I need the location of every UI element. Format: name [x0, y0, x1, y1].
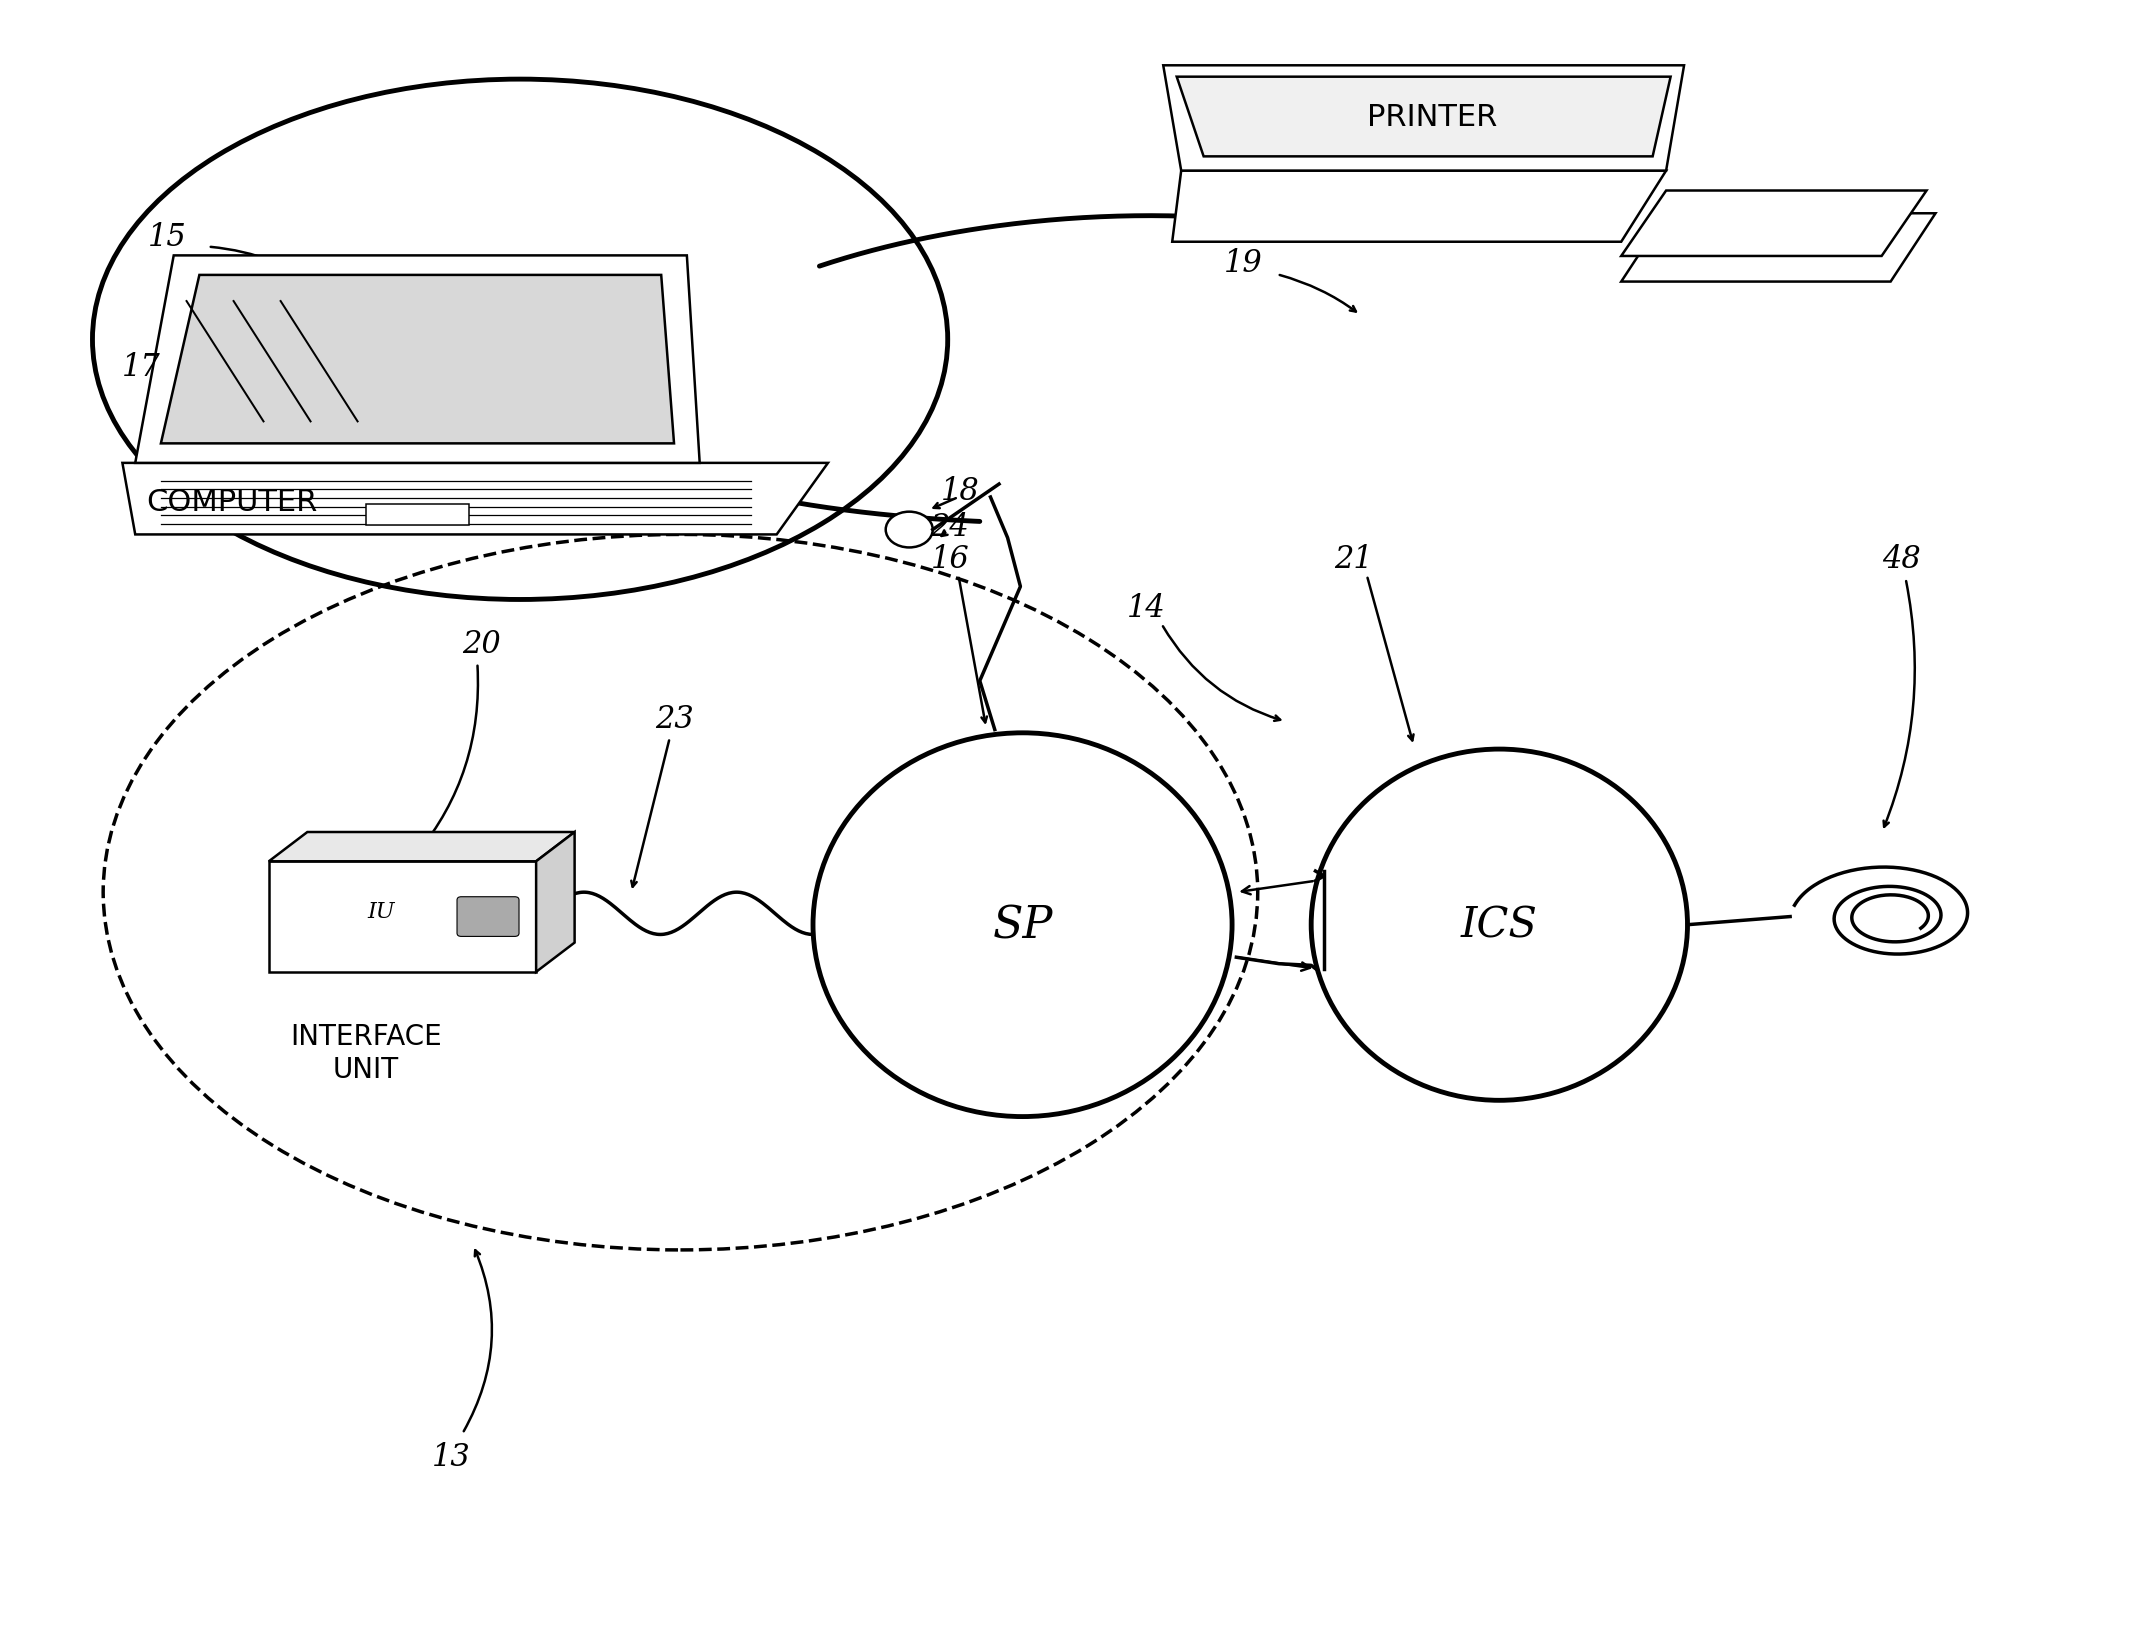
- Text: 16: 16: [930, 544, 968, 575]
- Polygon shape: [536, 833, 575, 972]
- Text: INTERFACE
UNIT: INTERFACE UNIT: [291, 1023, 441, 1083]
- Polygon shape: [1620, 215, 1935, 282]
- Text: 15: 15: [148, 223, 187, 252]
- Text: SP: SP: [992, 903, 1052, 947]
- Text: 14: 14: [1128, 593, 1166, 624]
- FancyBboxPatch shape: [366, 505, 469, 526]
- FancyBboxPatch shape: [456, 897, 519, 938]
- Text: 18: 18: [940, 475, 979, 506]
- Ellipse shape: [1311, 749, 1687, 1101]
- Text: 13: 13: [433, 1441, 471, 1472]
- Text: 19: 19: [1222, 247, 1261, 279]
- Polygon shape: [1164, 66, 1685, 172]
- Polygon shape: [1620, 192, 1926, 257]
- Polygon shape: [1173, 172, 1666, 243]
- Text: IU: IU: [368, 900, 394, 923]
- Text: 24: 24: [930, 511, 968, 543]
- Polygon shape: [161, 275, 674, 444]
- FancyBboxPatch shape: [269, 862, 536, 972]
- Text: 21: 21: [1334, 544, 1373, 575]
- Text: PRINTER: PRINTER: [1367, 103, 1498, 133]
- Text: 23: 23: [654, 703, 693, 734]
- Circle shape: [887, 513, 932, 547]
- Polygon shape: [136, 256, 699, 464]
- Ellipse shape: [813, 733, 1233, 1116]
- Polygon shape: [123, 464, 829, 534]
- Text: ICS: ICS: [1461, 905, 1539, 946]
- Polygon shape: [269, 833, 575, 862]
- Text: 20: 20: [463, 628, 501, 659]
- Polygon shape: [1177, 77, 1670, 157]
- Text: COMPUTER: COMPUTER: [146, 488, 316, 516]
- Text: 17: 17: [123, 352, 161, 384]
- Text: 48: 48: [1883, 544, 1922, 575]
